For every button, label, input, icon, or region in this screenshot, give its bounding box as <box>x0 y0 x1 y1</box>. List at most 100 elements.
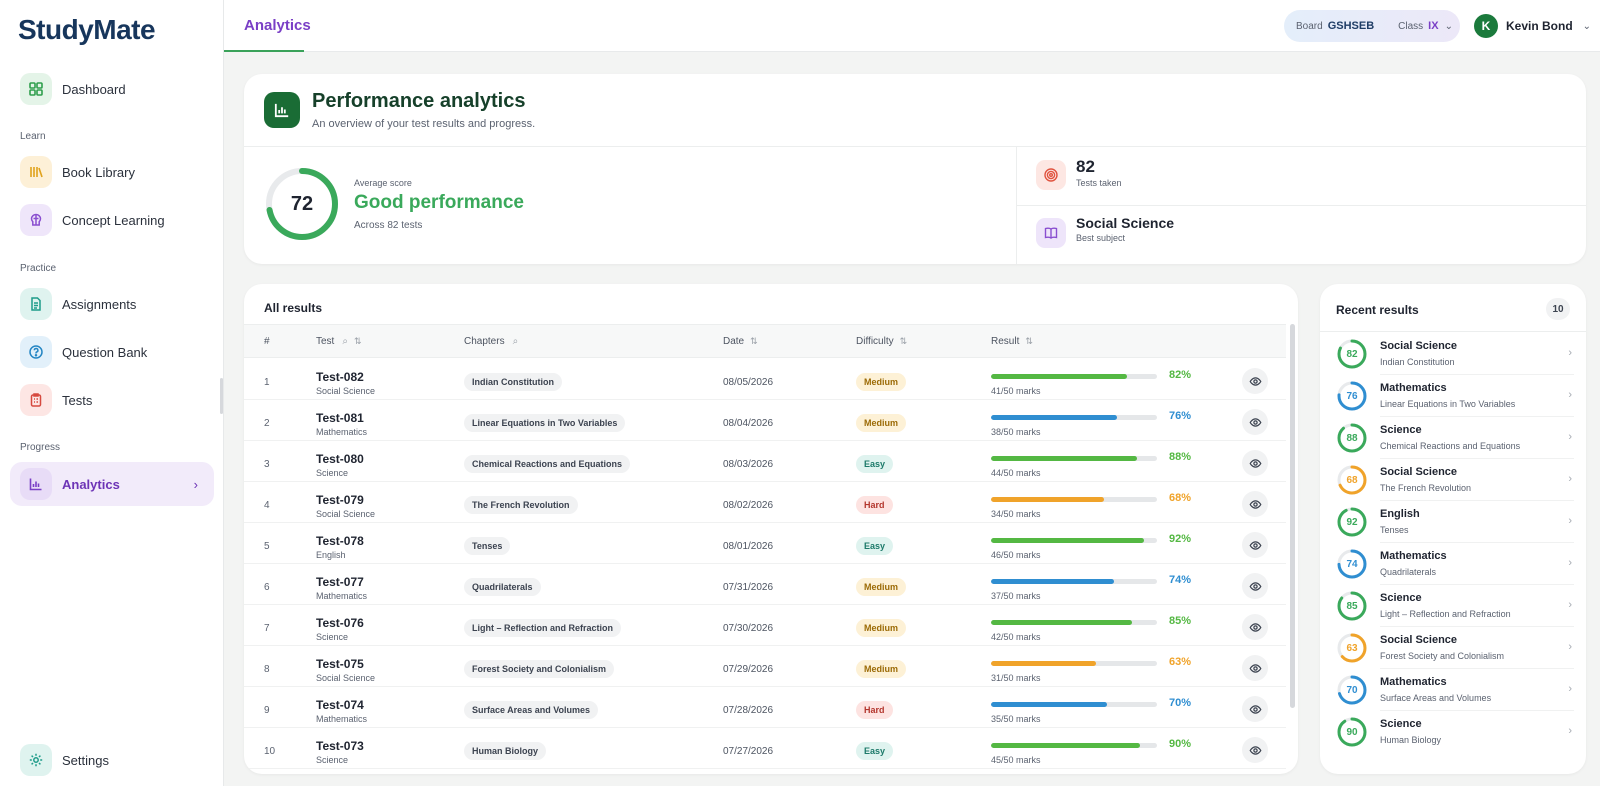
column-difficulty[interactable]: Difficulty ⇅ <box>856 336 907 347</box>
progress-fill <box>991 374 1128 379</box>
test-subject: Social Science <box>316 673 376 683</box>
avatar: K <box>1474 14 1498 38</box>
sort-icon[interactable]: ⇅ <box>353 336 362 346</box>
search-icon[interactable]: ⌕ <box>342 336 348 347</box>
sidebar-item-book-library[interactable]: Book Library <box>10 150 214 194</box>
sidebar-item-tests[interactable]: Tests <box>10 378 214 422</box>
recent-result-item[interactable]: 92 English Tenses › <box>1320 501 1586 543</box>
column-test[interactable]: Test ⌕ ⇅ <box>316 336 362 347</box>
column-label: Date <box>723 336 745 347</box>
column-chapters[interactable]: Chapters ⌕ <box>464 336 518 347</box>
table-row[interactable]: 5 Test-078 English Tenses 08/01/2026 Easy 46/5… <box>244 523 1286 564</box>
table-row[interactable]: 8 Test-075 Social Science Forest Society an… <box>244 646 1286 687</box>
table-row[interactable]: 3 Test-080 Science Chemical Reactions and E… <box>244 441 1286 482</box>
column-result[interactable]: Result ⇅ <box>991 336 1033 347</box>
recent-result-item[interactable]: 90 Science Human Biology › <box>1320 711 1586 753</box>
sidebar-scrollbar[interactable] <box>220 378 223 414</box>
table-scrollbar[interactable] <box>1290 324 1295 708</box>
score-value: 85 <box>1346 600 1358 612</box>
marks-text: 35/50 marks <box>991 714 1041 724</box>
view-icon[interactable] <box>1242 573 1268 599</box>
table-row[interactable]: 7 Test-076 Science Light – Reflection and R… <box>244 605 1286 646</box>
table-row[interactable]: 2 Test-081 Mathematics Linear Equations in … <box>244 400 1286 441</box>
table-row[interactable]: 1 Test-082 Social Science Indian Constituti… <box>244 359 1286 400</box>
sidebar-item-label: Assignments <box>62 296 137 312</box>
result-progress-bar <box>991 743 1157 748</box>
difficulty-badge: Medium <box>856 619 907 637</box>
sort-icon[interactable]: ⇅ <box>750 336 758 346</box>
test-name[interactable]: Test-079 <box>316 493 364 507</box>
recent-result-item[interactable]: 70 Mathematics Surface Areas and Volumes › <box>1320 669 1586 711</box>
recent-result-item[interactable]: 82 Social Science Indian Constitution › <box>1320 333 1586 375</box>
recent-result-item[interactable]: 76 Mathematics Linear Equations in Two Var… <box>1320 375 1586 417</box>
recent-result-item[interactable]: 85 Science Light – Reflection and Refracti… <box>1320 585 1586 627</box>
app-logo[interactable]: StudyMate <box>18 14 156 45</box>
recent-result-item[interactable]: 63 Social Science Forest Society and Colon… <box>1320 627 1586 669</box>
board-class-selector[interactable]: Board GSHSEB Class IX ⌄ <box>1284 10 1460 42</box>
score-ring <box>1337 591 1367 621</box>
search-icon[interactable]: ⌕ <box>512 336 519 347</box>
recent-result-item[interactable]: 68 Social Science The French Revolution › <box>1320 459 1586 501</box>
table-row[interactable]: 10 Test-073 Science Human Biology 07/27/2026… <box>244 728 1286 769</box>
recent-chapter: Light – Reflection and Refraction <box>1380 609 1511 619</box>
board-selector[interactable]: Board GSHSEB <box>1284 10 1386 42</box>
test-name[interactable]: Test-080 <box>316 452 364 466</box>
score-ring <box>1337 549 1367 579</box>
view-icon[interactable] <box>1242 614 1268 640</box>
divider <box>244 146 1586 147</box>
recent-result-item[interactable]: 74 Mathematics Quadrilaterals › <box>1320 543 1586 585</box>
sidebar-item-settings[interactable]: Settings <box>10 738 214 782</box>
test-subject: Social Science <box>316 386 376 396</box>
sidebar-item-question-bank[interactable]: Question Bank <box>10 330 214 374</box>
view-icon[interactable] <box>1242 696 1268 722</box>
progress-fill <box>991 661 1096 666</box>
sort-icon[interactable]: ⇅ <box>1025 336 1033 346</box>
recent-result-item[interactable]: 88 Science Chemical Reactions and Equation… <box>1320 417 1586 459</box>
sidebar-item-concept-learning[interactable]: Concept Learning <box>10 198 214 242</box>
average-score-gauge <box>266 168 338 240</box>
sidebar-item-dashboard[interactable]: Dashboard <box>10 67 214 111</box>
table-row[interactable]: 9 Test-074 Mathematics Surface Areas and Vo… <box>244 687 1286 728</box>
test-name[interactable]: Test-077 <box>316 575 364 589</box>
recent-subject: Science <box>1380 592 1422 604</box>
column-date[interactable]: Date ⇅ <box>723 336 758 347</box>
test-name[interactable]: Test-081 <box>316 411 364 425</box>
row-index: 3 <box>264 459 270 470</box>
sort-icon[interactable]: ⇅ <box>899 336 908 346</box>
tests-count-note: Across 82 tests <box>354 220 423 231</box>
analytics-icon <box>264 92 300 128</box>
user-name: Kevin Bond <box>1506 19 1573 33</box>
chevron-down-icon: ⌄ <box>1582 20 1592 32</box>
class-selector[interactable]: Class IX ⌄ <box>1386 10 1465 42</box>
sidebar-item-assignments[interactable]: Assignments <box>10 282 214 326</box>
test-name[interactable]: Test-074 <box>316 698 364 712</box>
divider <box>1320 331 1586 332</box>
sidebar-item-label: Question Bank <box>62 344 148 360</box>
view-icon[interactable] <box>1242 737 1268 763</box>
test-subject: English <box>316 550 346 560</box>
recent-subject: English <box>1380 508 1420 520</box>
question-icon <box>20 336 52 368</box>
difficulty-badge: Easy <box>856 537 894 555</box>
view-icon[interactable] <box>1242 409 1268 435</box>
test-name[interactable]: Test-073 <box>316 739 364 753</box>
sidebar-item-analytics[interactable]: Analytics › <box>10 462 214 506</box>
view-icon[interactable] <box>1242 450 1268 476</box>
column-label: Chapters <box>464 336 505 347</box>
test-name[interactable]: Test-078 <box>316 534 364 548</box>
difficulty-badge: Medium <box>856 660 907 678</box>
view-icon[interactable] <box>1242 655 1268 681</box>
table-row[interactable]: 4 Test-079 Social Science The French Revolu… <box>244 482 1286 523</box>
test-date: 08/01/2026 <box>723 541 774 552</box>
divider <box>1380 416 1574 417</box>
sidebar-item-label: Concept Learning <box>62 212 165 228</box>
table-row[interactable]: 6 Test-077 Mathematics Quadrilaterals 07/31/… <box>244 564 1286 605</box>
user-menu[interactable]: K Kevin Bond ⌄ <box>1470 10 1594 42</box>
test-name[interactable]: Test-075 <box>316 657 364 671</box>
view-icon[interactable] <box>1242 491 1268 517</box>
view-icon[interactable] <box>1242 368 1268 394</box>
test-name[interactable]: Test-076 <box>316 616 364 630</box>
results-title: All results <box>264 301 323 315</box>
test-name[interactable]: Test-082 <box>316 370 364 384</box>
view-icon[interactable] <box>1242 532 1268 558</box>
